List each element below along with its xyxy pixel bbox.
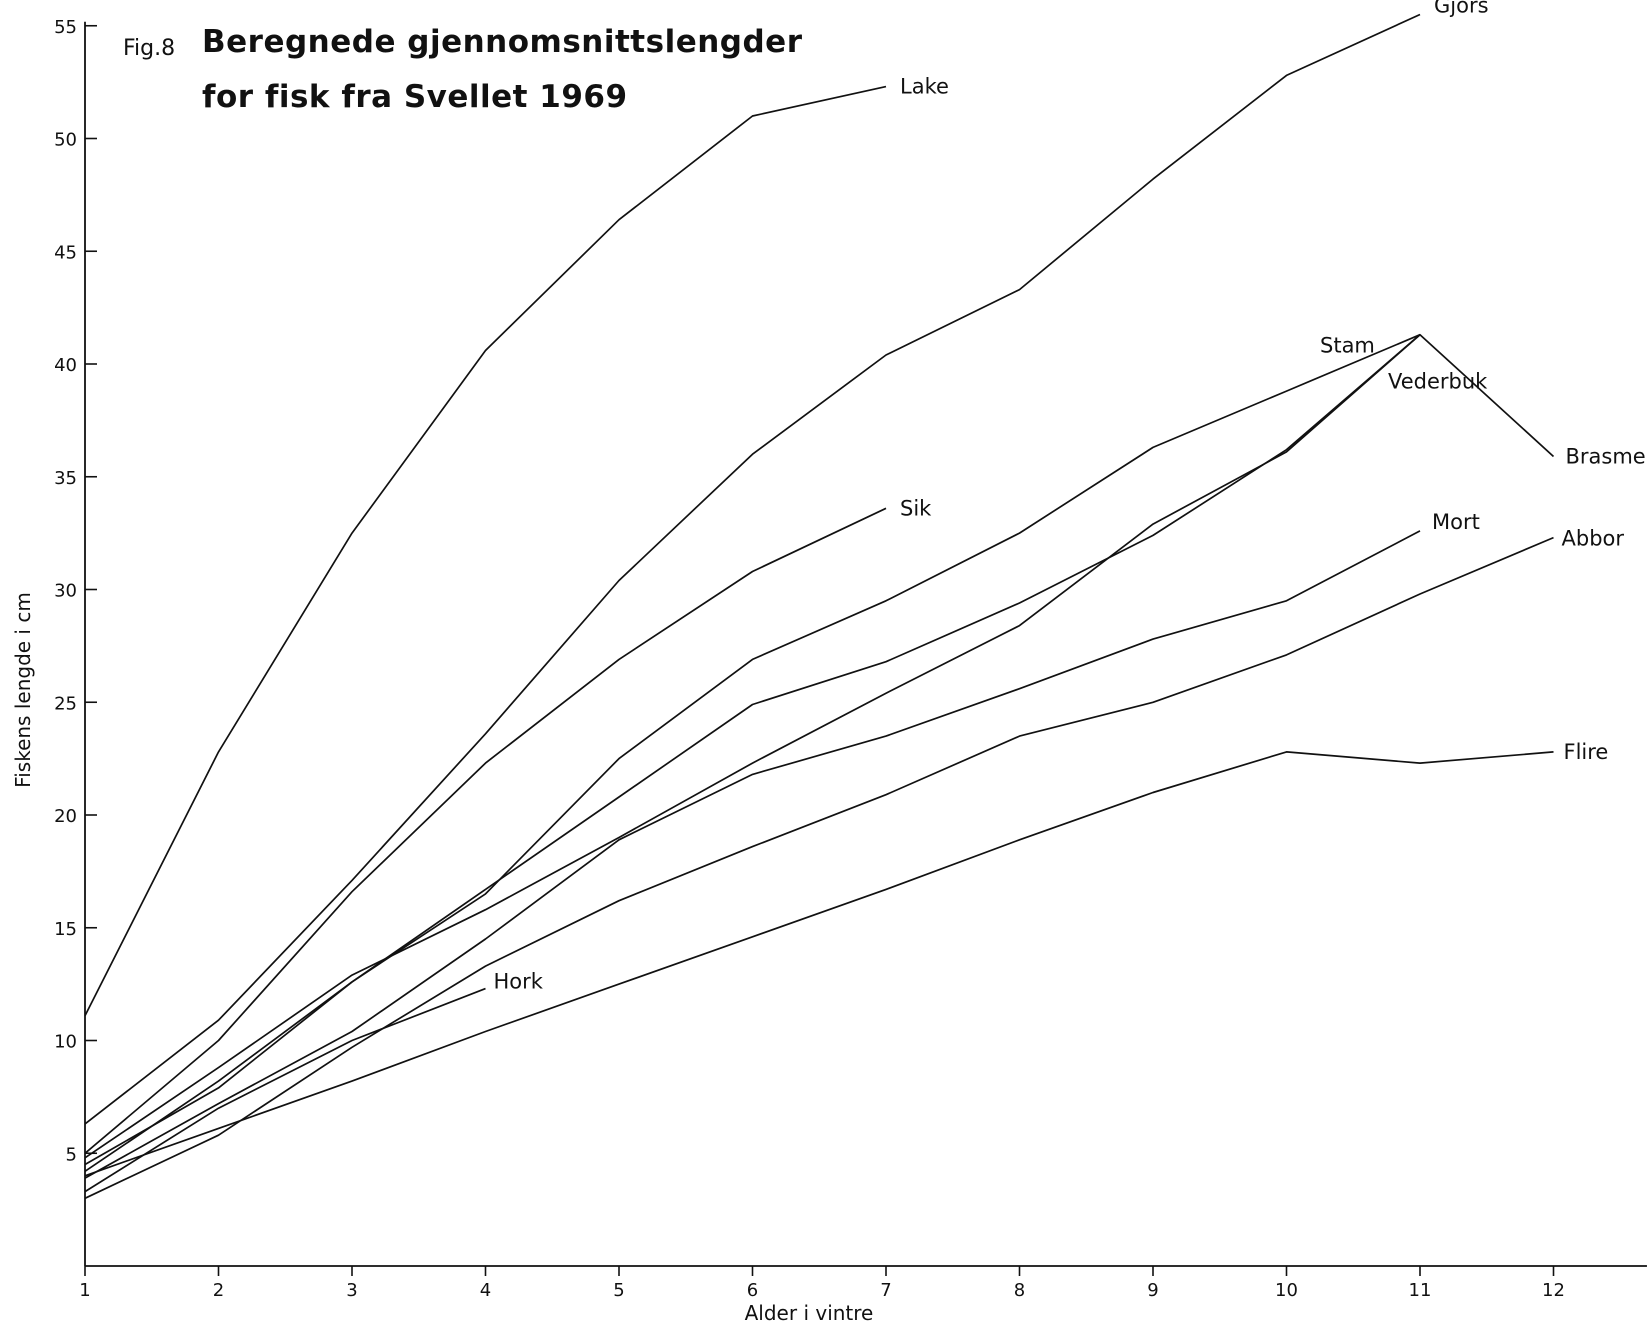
series-label-abbor: Abbor (1562, 527, 1625, 551)
series-line-vederbuk (84, 334, 1421, 1173)
x-tick-label: 9 (1147, 1280, 1158, 1301)
series-label-sik: Sik (900, 496, 932, 520)
series-line-sik (84, 507, 887, 1154)
chart-title-line-2: for fisk fra Svellet 1969 (202, 79, 628, 115)
y-tick-label: 55 (54, 17, 77, 38)
series-label-hork: Hork (494, 970, 544, 994)
y-tick-label: 10 (54, 1032, 77, 1053)
y-tick-label: 45 (54, 242, 77, 263)
x-tick-label: 3 (346, 1280, 357, 1301)
series-label-stam: Stam (1320, 334, 1375, 358)
y-tick-label: 25 (54, 693, 77, 714)
y-tick-label: 40 (54, 355, 77, 376)
series-line-mort (84, 530, 1421, 1179)
y-tick-label: 35 (54, 468, 77, 489)
series-line-flire (84, 751, 1554, 1177)
y-tick-label: 50 (54, 130, 77, 151)
y-tick-label: 15 (54, 919, 77, 940)
series-line-gj-rs (84, 13, 1421, 1125)
x-tick-label: 2 (213, 1280, 224, 1301)
series-lines (84, 13, 1555, 1200)
series-line-lake (84, 85, 887, 1017)
series-line-brasme (84, 333, 1555, 1166)
x-tick-label: 10 (1275, 1280, 1298, 1301)
y-tick-label: 30 (54, 581, 77, 602)
series-label-lake: Lake (900, 75, 949, 99)
x-tick-label: 12 (1542, 1280, 1565, 1301)
series-line-stam (84, 334, 1421, 1159)
series-label-mort: Mort (1432, 510, 1480, 534)
series-label-vederbuk: Vederbuk (1388, 370, 1488, 394)
x-tick-label: 8 (1014, 1280, 1025, 1301)
x-axis-title: Alder i vintre (745, 1301, 874, 1324)
series-line-hork (84, 987, 486, 1193)
series-labels: Lake Gjörs Sik Stam Vederbuk Brasme Mort Abbor H… (494, 0, 1646, 994)
x-tick-label: 6 (747, 1280, 758, 1301)
x-tick-label: 4 (480, 1280, 491, 1301)
series-line-abbor (84, 536, 1554, 1200)
figure-number: Fig.8 (123, 36, 175, 61)
series-label-gj-rs: Gjörs (1434, 0, 1489, 18)
x-tick-label: 5 (613, 1280, 624, 1301)
y-tick-label: 20 (54, 806, 77, 827)
series-label-flire: Flire (1564, 740, 1609, 764)
x-tick-label: 1 (79, 1280, 90, 1301)
y-tick-label: 5 (66, 1144, 77, 1165)
series-label-brasme: Brasme (1566, 445, 1646, 469)
x-tick-label: 7 (880, 1280, 891, 1301)
x-tick-label: 11 (1409, 1280, 1432, 1301)
y-axis-title: Fiskens lengde i cm (11, 592, 35, 788)
chart-title-line-1: Beregnede gjennomsnittslengder (202, 24, 803, 60)
